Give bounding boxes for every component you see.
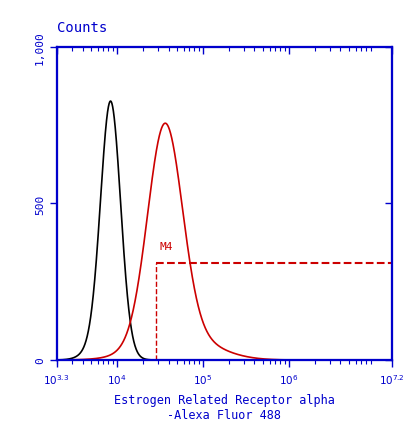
Text: M4: M4 [160, 241, 173, 251]
X-axis label: Estrogen Related Receptor alpha
-Alexa Fluor 488: Estrogen Related Receptor alpha -Alexa F… [114, 393, 335, 421]
Text: Counts: Counts [57, 21, 107, 35]
